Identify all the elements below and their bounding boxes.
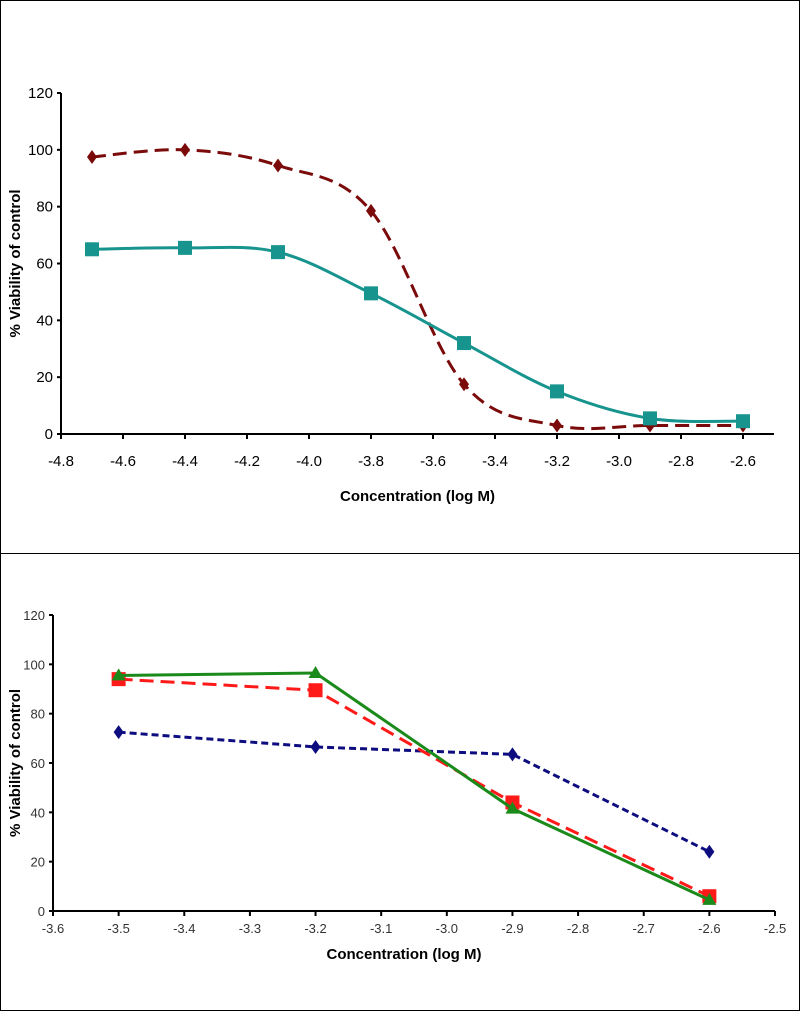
series-2-point xyxy=(271,245,285,260)
series-1-point xyxy=(273,158,283,173)
x-axis-title: Concentration (log M) xyxy=(340,488,495,505)
series-1-point xyxy=(459,377,469,392)
y-tick-label: 120 xyxy=(28,85,53,102)
x-tick-label: -3.0 xyxy=(606,453,632,470)
series-2-point xyxy=(364,286,378,301)
series-1-point xyxy=(113,725,124,740)
y-axis-title: % Viability of control xyxy=(7,189,24,337)
panel-divider xyxy=(1,553,799,554)
y-tick-label: 0 xyxy=(38,904,45,919)
series-1-point xyxy=(310,739,321,754)
x-tick-label: -4.6 xyxy=(110,453,136,470)
series-1-line xyxy=(91,148,743,431)
x-tick-label: -2.7 xyxy=(633,921,655,936)
x-tick-label: -3.2 xyxy=(304,921,326,936)
series-2-point xyxy=(550,384,564,399)
x-tick-label: -3.6 xyxy=(42,921,64,936)
x-tick-label: -4.8 xyxy=(48,453,74,470)
series-2-line xyxy=(91,245,744,424)
x-tick-label: -2.5 xyxy=(764,921,786,936)
series-3-point xyxy=(308,665,323,678)
x-tick-label: -3.3 xyxy=(239,921,261,936)
y-tick-label: 100 xyxy=(28,142,53,159)
x-tick-label: -3.6 xyxy=(420,453,446,470)
y-tick-label: 60 xyxy=(31,756,45,771)
series-1-point xyxy=(366,203,376,218)
x-tick-label: -3.0 xyxy=(436,921,458,936)
x-tick-label: -3.4 xyxy=(173,921,195,936)
series-2-point xyxy=(457,336,471,351)
series-3-point xyxy=(505,801,520,814)
series-1-point xyxy=(704,844,715,859)
x-tick-label: -4.4 xyxy=(172,453,198,470)
x-tick-label: -3.4 xyxy=(482,453,508,470)
y-tick-label: 120 xyxy=(23,608,45,623)
y-tick-label: 0 xyxy=(45,426,53,443)
series-2-point xyxy=(643,411,657,426)
chart-bottom: 0 20 40 60 80 100 120 -3.6 -3.5 -3.4 -3.3 -3.2 -3.1 -… xyxy=(7,608,786,963)
series-3-point xyxy=(111,668,126,681)
y-tick-label: 80 xyxy=(36,199,53,216)
x-tick-label: -2.6 xyxy=(698,921,720,936)
series-2-point xyxy=(178,240,192,255)
y-tick-label: 40 xyxy=(36,312,53,329)
x-tick-label: -2.8 xyxy=(567,921,589,936)
series-2-line xyxy=(118,677,711,898)
series-3-line xyxy=(118,671,710,902)
x-axis-title: Concentration (log M) xyxy=(327,946,482,963)
y-tick-label: 20 xyxy=(36,369,53,386)
y-tick-label: 20 xyxy=(31,855,45,870)
series-2-point xyxy=(85,242,99,257)
chart-top: 0 20 40 60 80 100 120 -4.8 -4.6 -4.4 -4.2 -4.0 -3.8 -… xyxy=(7,85,774,505)
x-tick-label: -3.1 xyxy=(370,921,392,936)
x-tick-label: -3.5 xyxy=(107,921,129,936)
x-tick-label: -2.6 xyxy=(730,453,756,470)
x-tick-label: -4.0 xyxy=(296,453,322,470)
series-2-point xyxy=(736,414,750,429)
x-tick-label: -2.9 xyxy=(501,921,523,936)
y-tick-label: 100 xyxy=(23,657,45,672)
x-tick-label: -4.2 xyxy=(234,453,260,470)
x-tick-label: -3.2 xyxy=(544,453,570,470)
series-1-point xyxy=(552,418,562,433)
series-1-line xyxy=(118,730,711,854)
y-tick-label: 80 xyxy=(31,707,45,722)
x-tick-label: -3.8 xyxy=(358,453,384,470)
y-tick-label: 40 xyxy=(31,805,45,820)
series-1-point xyxy=(87,149,97,164)
series-2-point xyxy=(308,683,323,698)
series-1-point xyxy=(180,142,190,157)
y-tick-label: 60 xyxy=(36,256,53,273)
x-tick-label: -2.8 xyxy=(668,453,694,470)
series-3-point xyxy=(702,892,717,905)
y-axis-title: % Viability of control xyxy=(7,689,24,837)
series-1-point xyxy=(507,747,518,762)
